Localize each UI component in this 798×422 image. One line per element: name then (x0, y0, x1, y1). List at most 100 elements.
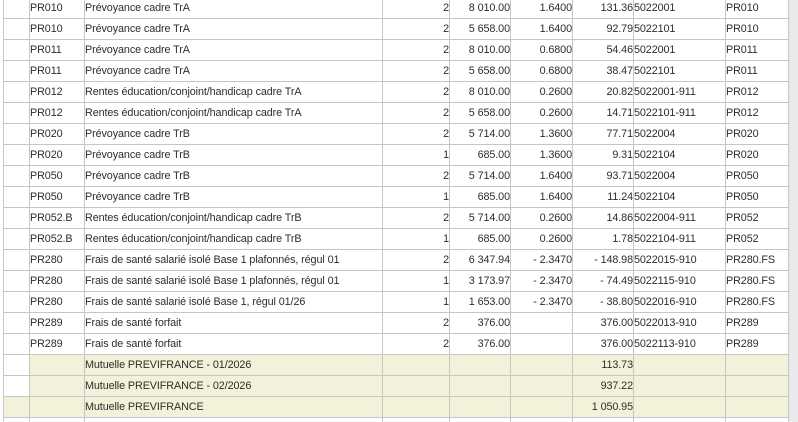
cell-label: Prévoyance cadre TrA (84, 39, 383, 61)
cell-rate: - 2.3470 (510, 291, 573, 313)
cell-amount: 38.47 (572, 60, 634, 82)
cell-account: 5022101 (633, 18, 726, 40)
cell-code: PR289 (29, 312, 85, 334)
table-row[interactable] (3, 417, 790, 422)
cell-amount: 937.22 (572, 375, 634, 397)
row-selector-cell[interactable] (3, 144, 30, 166)
cell-code: PR011 (29, 60, 85, 82)
cell-label: Mutuelle PREVIFRANCE (84, 396, 383, 418)
cell-account: 5022113-910 (633, 333, 726, 355)
row-selector-cell[interactable] (3, 0, 30, 19)
table-row[interactable]: PR020 Prévoyance cadre TrB 2 5 714.00 1.… (3, 123, 790, 145)
cell-base: 3 173.97 (449, 270, 511, 292)
cell-account: 5022104 (633, 186, 726, 208)
table-row[interactable]: PR280 Frais de santé salarié isolé Base … (3, 291, 790, 313)
cell-code: PR020 (29, 144, 85, 166)
table-row[interactable]: PR011 Prévoyance cadre TrA 2 5 658.00 0.… (3, 60, 790, 82)
table-row[interactable]: PR020 Prévoyance cadre TrB 1 685.00 1.36… (3, 144, 790, 166)
row-selector-cell[interactable] (3, 165, 30, 187)
cell-quantity: 2 (382, 102, 450, 124)
cell-amount (572, 417, 634, 422)
cell-base: 5 658.00 (449, 18, 511, 40)
cell-rate: 1.6400 (510, 0, 573, 19)
table-row[interactable]: PR280 Frais de santé salarié isolé Base … (3, 270, 790, 292)
table-row[interactable]: PR289 Frais de santé forfait 2 376.00 37… (3, 312, 790, 334)
cell-account: 5022013-910 (633, 312, 726, 334)
table-row[interactable]: PR050 Prévoyance cadre TrB 1 685.00 1.64… (3, 186, 790, 208)
cell-quantity (382, 417, 450, 422)
cell-amount: 376.00 (572, 312, 634, 334)
row-selector-cell[interactable] (3, 270, 30, 292)
table-row[interactable]: PR010 Prévoyance cadre TrA 2 5 658.00 1.… (3, 18, 790, 40)
cell-quantity: 1 (382, 186, 450, 208)
cell-amount: 20.82 (572, 81, 634, 103)
cell-rate: - 2.3470 (510, 249, 573, 271)
table-row[interactable]: PR052.B Rentes éducation/conjoint/handic… (3, 228, 790, 250)
cell-quantity: 2 (382, 123, 450, 145)
row-selector-cell[interactable] (3, 18, 30, 40)
cell-label: Frais de santé salarié isolé Base 1 plaf… (84, 249, 383, 271)
row-selector-cell[interactable] (3, 186, 30, 208)
row-selector-cell[interactable] (3, 375, 30, 397)
cell-code2 (725, 396, 790, 418)
table-row[interactable]: PR011 Prévoyance cadre TrA 2 8 010.00 0.… (3, 39, 790, 61)
cell-rate: 1.6400 (510, 165, 573, 187)
table-body: PR010 Prévoyance cadre TrA 2 8 010.00 1.… (3, 0, 790, 422)
cell-code: PR050 (29, 186, 85, 208)
cell-amount: 11.24 (572, 186, 634, 208)
cell-code: PR012 (29, 102, 85, 124)
cell-code: PR052.B (29, 207, 85, 229)
cell-code: PR010 (29, 18, 85, 40)
cell-label: Rentes éducation/conjoint/handicap cadre… (84, 207, 383, 229)
table-row[interactable]: Mutuelle PREVIFRANCE - 01/2026 113.73 (3, 354, 790, 376)
scrollbar-track[interactable] (788, 0, 798, 422)
cell-quantity (382, 396, 450, 418)
cell-code2: PR050 (725, 165, 790, 187)
contributions-table: PR010 Prévoyance cadre TrA 2 8 010.00 1.… (3, 0, 790, 422)
cell-label: Prévoyance cadre TrA (84, 18, 383, 40)
table-row[interactable]: Mutuelle PREVIFRANCE 1 050.95 (3, 396, 790, 418)
table-row[interactable]: PR289 Frais de santé forfait 2 376.00 37… (3, 333, 790, 355)
row-selector-cell[interactable] (3, 39, 30, 61)
cell-label: Rentes éducation/conjoint/handicap cadre… (84, 102, 383, 124)
row-selector-cell[interactable] (3, 396, 30, 418)
row-selector-cell[interactable] (3, 81, 30, 103)
row-selector-cell[interactable] (3, 333, 30, 355)
table-row[interactable]: PR050 Prévoyance cadre TrB 2 5 714.00 1.… (3, 165, 790, 187)
cell-quantity: 2 (382, 81, 450, 103)
row-selector-cell[interactable] (3, 207, 30, 229)
row-selector-cell[interactable] (3, 417, 30, 422)
cell-code2: PR052 (725, 207, 790, 229)
cell-rate: 0.2600 (510, 102, 573, 124)
table-row[interactable]: Mutuelle PREVIFRANCE - 02/2026 937.22 (3, 375, 790, 397)
cell-code2: PR010 (725, 0, 790, 19)
row-selector-cell[interactable] (3, 60, 30, 82)
cell-code (29, 417, 85, 422)
row-selector-cell[interactable] (3, 123, 30, 145)
cell-base: 1 653.00 (449, 291, 511, 313)
table-row[interactable]: PR052.B Rentes éducation/conjoint/handic… (3, 207, 790, 229)
cell-code2: PR052 (725, 228, 790, 250)
cell-quantity (382, 354, 450, 376)
table-row[interactable]: PR010 Prévoyance cadre TrA 2 8 010.00 1.… (3, 0, 790, 19)
table-row[interactable]: PR280 Frais de santé salarié isolé Base … (3, 249, 790, 271)
row-selector-cell[interactable] (3, 102, 30, 124)
cell-label (84, 417, 383, 422)
cell-label: Mutuelle PREVIFRANCE - 01/2026 (84, 354, 383, 376)
table-row[interactable]: PR012 Rentes éducation/conjoint/handicap… (3, 102, 790, 124)
row-selector-cell[interactable] (3, 354, 30, 376)
table-row[interactable]: PR012 Rentes éducation/conjoint/handicap… (3, 81, 790, 103)
cell-amount: 131.36 (572, 0, 634, 19)
cell-amount: 14.86 (572, 207, 634, 229)
row-selector-cell[interactable] (3, 249, 30, 271)
cell-account: 5022104-911 (633, 228, 726, 250)
cell-code2: PR011 (725, 60, 790, 82)
cell-code: PR280 (29, 291, 85, 313)
row-selector-cell[interactable] (3, 312, 30, 334)
row-selector-cell[interactable] (3, 228, 30, 250)
cell-account: 5022004 (633, 165, 726, 187)
cell-quantity: 2 (382, 333, 450, 355)
row-selector-cell[interactable] (3, 291, 30, 313)
cell-rate (510, 396, 573, 418)
